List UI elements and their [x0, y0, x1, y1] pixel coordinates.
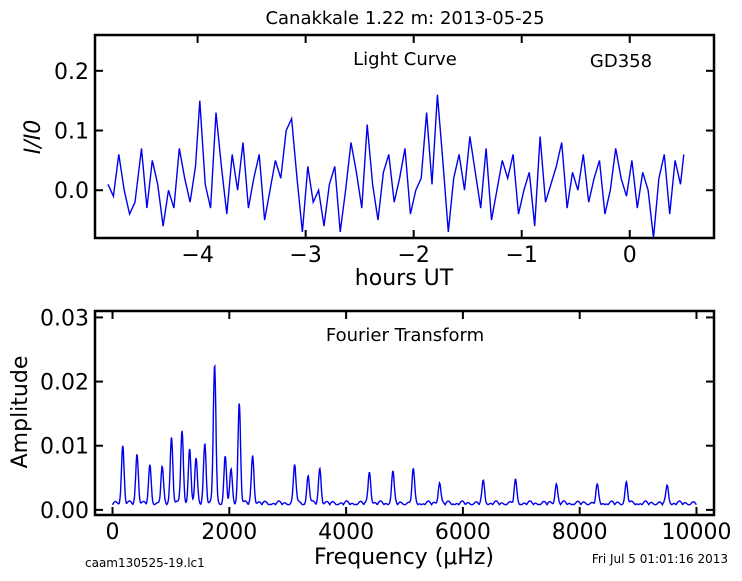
light-curve-y-ticks: 0.0 0.1 0.2 [54, 60, 714, 204]
fourier-y-tick-label: 0.00 [40, 499, 89, 524]
footer-filename: caam130525-19.lc1 [85, 556, 205, 570]
light-curve-x-tick-label: −3 [289, 243, 321, 268]
light-curve-x-tick-label: 0 [623, 243, 637, 268]
fourier-axes-frame [93, 309, 716, 517]
fourier-x-tick-label: 8000 [552, 520, 608, 545]
light-curve-title: Light Curve [353, 49, 457, 70]
light-curve-y-tick-label: 0.1 [54, 120, 89, 145]
fourier-y-ticks: 0.00 0.01 0.02 0.03 [40, 306, 714, 524]
light-curve-x-tick-label: −2 [397, 243, 429, 268]
light-curve-axes-frame [93, 33, 716, 240]
light-curve-x-label: hours UT [355, 266, 454, 291]
fourier-y-tick-label: 0.02 [40, 371, 89, 396]
light-curve-x-ticks: −4 −3 −2 −1 0 [181, 35, 637, 268]
fourier-panel: Fourier Transform 0 2000 4000 6000 8000 10000… [8, 306, 731, 570]
figure-title: Canakkale 1.22 m: 2013-05-25 [265, 8, 544, 29]
light-curve-y-tick-label: 0.0 [54, 179, 89, 204]
fourier-x-tick-label: 10000 [661, 520, 731, 545]
light-curve-star-label: GD358 [590, 51, 652, 72]
fourier-x-tick-label: 6000 [435, 520, 491, 545]
light-curve-y-tick-label: 0.2 [54, 60, 89, 85]
fourier-y-tick-label: 0.03 [40, 306, 89, 331]
fourier-y-tick-label: 0.01 [40, 435, 89, 460]
fourier-x-tick-label: 0 [106, 520, 120, 545]
light-curve-x-tick-label: −4 [181, 243, 213, 268]
fourier-y-label: Amplitude [8, 356, 33, 469]
fourier-series-line [111, 363, 697, 507]
fourier-x-tick-label: 4000 [318, 520, 374, 545]
fourier-plot [111, 363, 697, 507]
light-curve-x-tick-label: −1 [505, 243, 537, 268]
light-curve-series-line [107, 94, 685, 239]
fourier-x-tick-label: 2000 [201, 520, 257, 545]
fourier-x-ticks: 0 2000 4000 6000 8000 10000 [106, 311, 731, 545]
fourier-x-label: Frequency (μHz) [314, 545, 494, 570]
footer-timestamp: Fri Jul 5 01:01:16 2013 [592, 552, 728, 566]
light-curve-y-label: I/I0 [21, 120, 46, 154]
fourier-title: Fourier Transform [326, 325, 484, 346]
light-curve-plot [107, 94, 685, 239]
light-curve-panel: Light Curve GD358 −4 −3 −2 −1 0 0.0 0.1 0.2 ho… [21, 33, 716, 291]
